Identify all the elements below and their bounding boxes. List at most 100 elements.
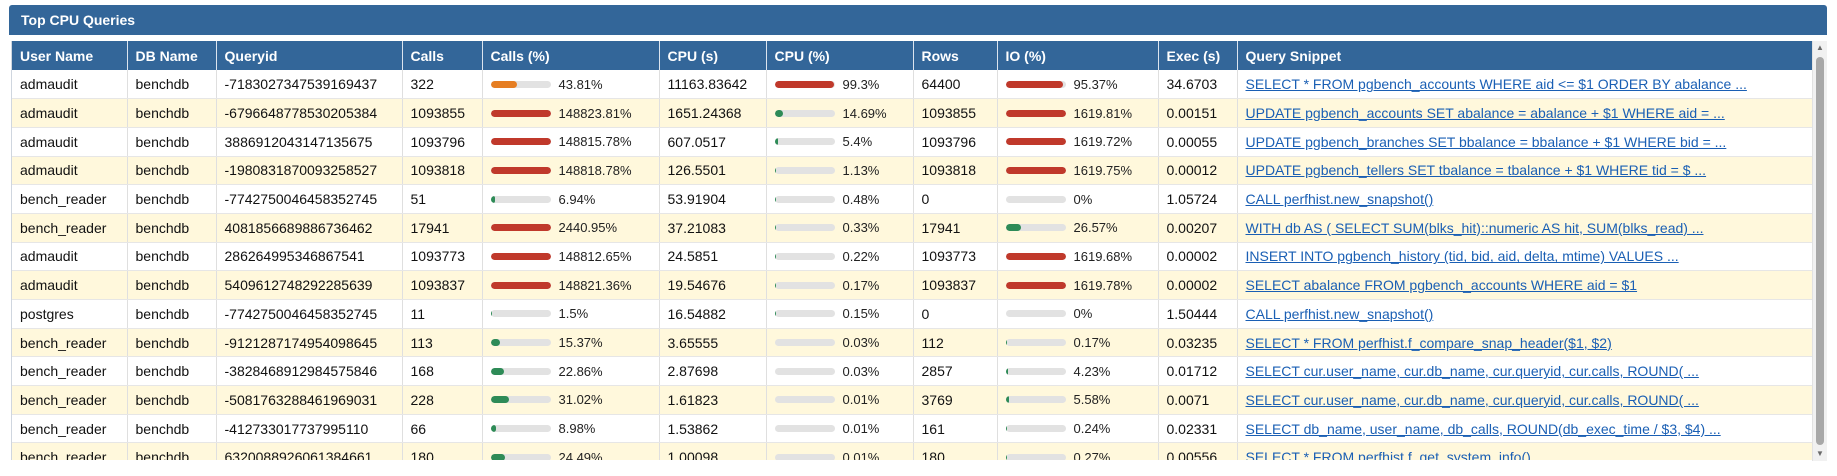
io-pct-progress-fill: [1005, 281, 1066, 289]
cpu-pct-cell: 0.01%: [766, 414, 914, 444]
cpu-pct-cell: 14.69%: [766, 98, 914, 128]
cpu-pct-bar-group: 0.03%: [774, 335, 905, 350]
table-row[interactable]: bench_reader benchdb -3828468912984575846 1…: [12, 356, 1812, 387]
io-pct-progress-fill: [1005, 252, 1066, 260]
io-pct-bar-group: 1619.68%: [1005, 249, 1150, 264]
cpu-pct-bar-group: 1.13%: [774, 162, 905, 178]
calls-pct-bar-group: 24.49%: [490, 449, 651, 460]
calls-cell: 168: [402, 356, 483, 387]
table-row[interactable]: admaudit benchdb -1980831870093258527 10938…: [12, 156, 1812, 186]
query-snippet-link[interactable]: SELECT abalance FROM pgbench_accounts WH…: [1245, 277, 1638, 294]
scroll-up-arrow-icon[interactable]: ▲: [1816, 43, 1824, 52]
table-row[interactable]: postgres benchdb -7742750046458352745 11 1.5…: [12, 299, 1812, 329]
query-snippet-link[interactable]: UPDATE pgbench_branches SET bbalance = b…: [1245, 133, 1727, 150]
top-cpu-queries-table-container[interactable]: User Name DB Name Queryid Calls Calls (%…: [11, 41, 1812, 460]
queryid-cell: 3886912043147135675: [216, 127, 403, 157]
table-row[interactable]: admaudit benchdb -6796648778530205384 10938…: [12, 98, 1812, 128]
header-row: User Name DB Name Queryid Calls Calls (%…: [12, 41, 1812, 70]
column-header-db-name[interactable]: DB Name: [127, 41, 217, 70]
table-row[interactable]: admaudit benchdb 5409612748292285639 109383…: [12, 270, 1812, 300]
query-snippet-link[interactable]: SELECT cur.user_name, cur.db_name, cur.q…: [1245, 391, 1699, 408]
query-snippet-link[interactable]: UPDATE pgbench_accounts SET abalance = a…: [1245, 105, 1725, 122]
exec-seconds-cell: 0.01712: [1158, 356, 1238, 387]
scroll-down-arrow-icon[interactable]: ▼: [1816, 449, 1824, 458]
query-snippet-cell: UPDATE pgbench_tellers SET tbalance = tb…: [1237, 156, 1812, 186]
user-name-cell: bench_reader: [12, 213, 128, 243]
vertical-scrollbar[interactable]: ▲ ▼: [1812, 41, 1827, 461]
io-pct-cell: 5.58%: [997, 385, 1159, 415]
io-pct-progress-bar: [1005, 453, 1066, 460]
calls-pct-cell: 148818.78%: [482, 156, 660, 186]
column-header-cpu-s[interactable]: CPU (s): [659, 41, 767, 70]
column-header-query-snippet[interactable]: Query Snippet: [1237, 41, 1812, 70]
scrollbar-thumb[interactable]: [1816, 57, 1824, 445]
calls-pct-value: 24.49%: [558, 449, 603, 460]
query-snippet-link[interactable]: SELECT * FROM pgbench_accounts WHERE aid…: [1245, 76, 1747, 93]
user-name-cell: admaudit: [12, 156, 128, 186]
query-snippet-link[interactable]: SELECT * FROM perfhist.f_compare_snap_he…: [1245, 334, 1612, 351]
queryid-cell: -7742750046458352745: [216, 299, 403, 329]
column-header-io-pct[interactable]: IO (%): [997, 41, 1159, 70]
queryid-cell: -7183027347539169437: [216, 70, 403, 100]
query-snippet-cell: SELECT cur.user_name, cur.db_name, cur.q…: [1237, 385, 1812, 415]
query-snippet-cell: CALL perfhist.new_snapshot(): [1237, 184, 1812, 214]
column-header-user-name[interactable]: User Name: [12, 41, 128, 70]
query-snippet-link[interactable]: CALL perfhist.new_snapshot(): [1245, 191, 1434, 208]
exec-seconds-cell: 34.6703: [1158, 70, 1238, 100]
db-name-cell: benchdb: [127, 242, 217, 272]
table-row[interactable]: bench_reader benchdb 6320088926061384661 18…: [12, 442, 1812, 460]
cpu-pct-value: 0.17%: [842, 277, 880, 293]
cpu-pct-progress-fill: [774, 109, 784, 117]
io-pct-cell: 1619.72%: [997, 127, 1159, 157]
query-snippet-link[interactable]: UPDATE pgbench_tellers SET tbalance = tb…: [1245, 162, 1707, 179]
query-snippet-link[interactable]: WITH db AS ( SELECT SUM(blks_hit)::numer…: [1245, 219, 1704, 236]
exec-seconds-cell: 0.00012: [1158, 156, 1238, 186]
io-pct-value: 5.58%: [1073, 392, 1111, 408]
calls-pct-bar-group: 148818.78%: [490, 163, 651, 178]
calls-pct-progress-bar: [490, 339, 551, 347]
calls-cell: 228: [402, 385, 483, 415]
table-row[interactable]: admaudit benchdb 3886912043147135675 109379…: [12, 127, 1812, 157]
query-snippet-link[interactable]: INSERT INTO pgbench_history (tid, bid, a…: [1245, 248, 1679, 265]
column-header-calls[interactable]: Calls: [402, 41, 483, 70]
column-header-cpu-pct[interactable]: CPU (%): [766, 41, 914, 70]
cpu-pct-value: 1.13%: [842, 162, 880, 178]
cpu-seconds-cell: 24.5851: [659, 242, 767, 272]
column-header-exec-s[interactable]: Exec (s): [1158, 41, 1238, 70]
table-row[interactable]: bench_reader benchdb -9121287174954098645 1…: [12, 328, 1812, 358]
table-row[interactable]: bench_reader benchdb -412733017737995110 66…: [12, 414, 1812, 444]
calls-pct-value: 22.86%: [558, 363, 603, 379]
user-name-cell: bench_reader: [12, 385, 128, 415]
calls-pct-progress-fill: [490, 339, 500, 347]
calls-pct-progress-bar: [490, 453, 551, 460]
table-row[interactable]: admaudit benchdb -7183027347539169437 322 43…: [12, 70, 1812, 100]
column-header-calls-pct[interactable]: Calls (%): [482, 41, 660, 70]
table-row[interactable]: bench_reader benchdb 4081856689886736462 17…: [12, 213, 1812, 243]
calls-pct-value: 2440.95%: [558, 220, 618, 236]
calls-pct-bar-group: 2440.95%: [490, 220, 651, 236]
cpu-pct-cell: 5.4%: [766, 127, 914, 157]
query-snippet-link[interactable]: CALL perfhist.new_snapshot(): [1245, 305, 1434, 322]
db-name-cell: benchdb: [127, 442, 217, 460]
calls-pct-cell: 148815.78%: [482, 127, 660, 157]
table-row[interactable]: admaudit benchdb 286264995346867541 1093773…: [12, 242, 1812, 272]
user-name-cell: admaudit: [12, 242, 128, 272]
query-snippet-link[interactable]: SELECT cur.user_name, cur.db_name, cur.q…: [1245, 363, 1699, 380]
calls-pct-bar-group: 31.02%: [490, 392, 651, 407]
user-name-cell: bench_reader: [12, 184, 128, 214]
column-header-rows[interactable]: Rows: [913, 41, 998, 70]
query-snippet-link[interactable]: SELECT db_name, user_name, db_calls, ROU…: [1245, 420, 1721, 437]
rows-cell: 1093796: [913, 127, 998, 157]
io-pct-bar-group: 5.58%: [1005, 392, 1150, 408]
user-name-cell: admaudit: [12, 70, 128, 100]
rows-cell: 1093837: [913, 270, 998, 300]
db-name-cell: benchdb: [127, 414, 217, 444]
table-row[interactable]: bench_reader benchdb -7742750046458352745 5…: [12, 184, 1812, 214]
column-header-queryid[interactable]: Queryid: [216, 41, 403, 70]
cpu-pct-progress-bar: [774, 224, 835, 232]
query-snippet-link[interactable]: SELECT * FROM perfhist.f_get_system_info…: [1245, 449, 1531, 460]
io-pct-progress-fill: [1005, 80, 1063, 88]
cpu-pct-value: 0.22%: [842, 248, 880, 264]
cpu-pct-progress-bar: [774, 425, 835, 433]
table-row[interactable]: bench_reader benchdb -5081763288461969031 2…: [12, 385, 1812, 415]
